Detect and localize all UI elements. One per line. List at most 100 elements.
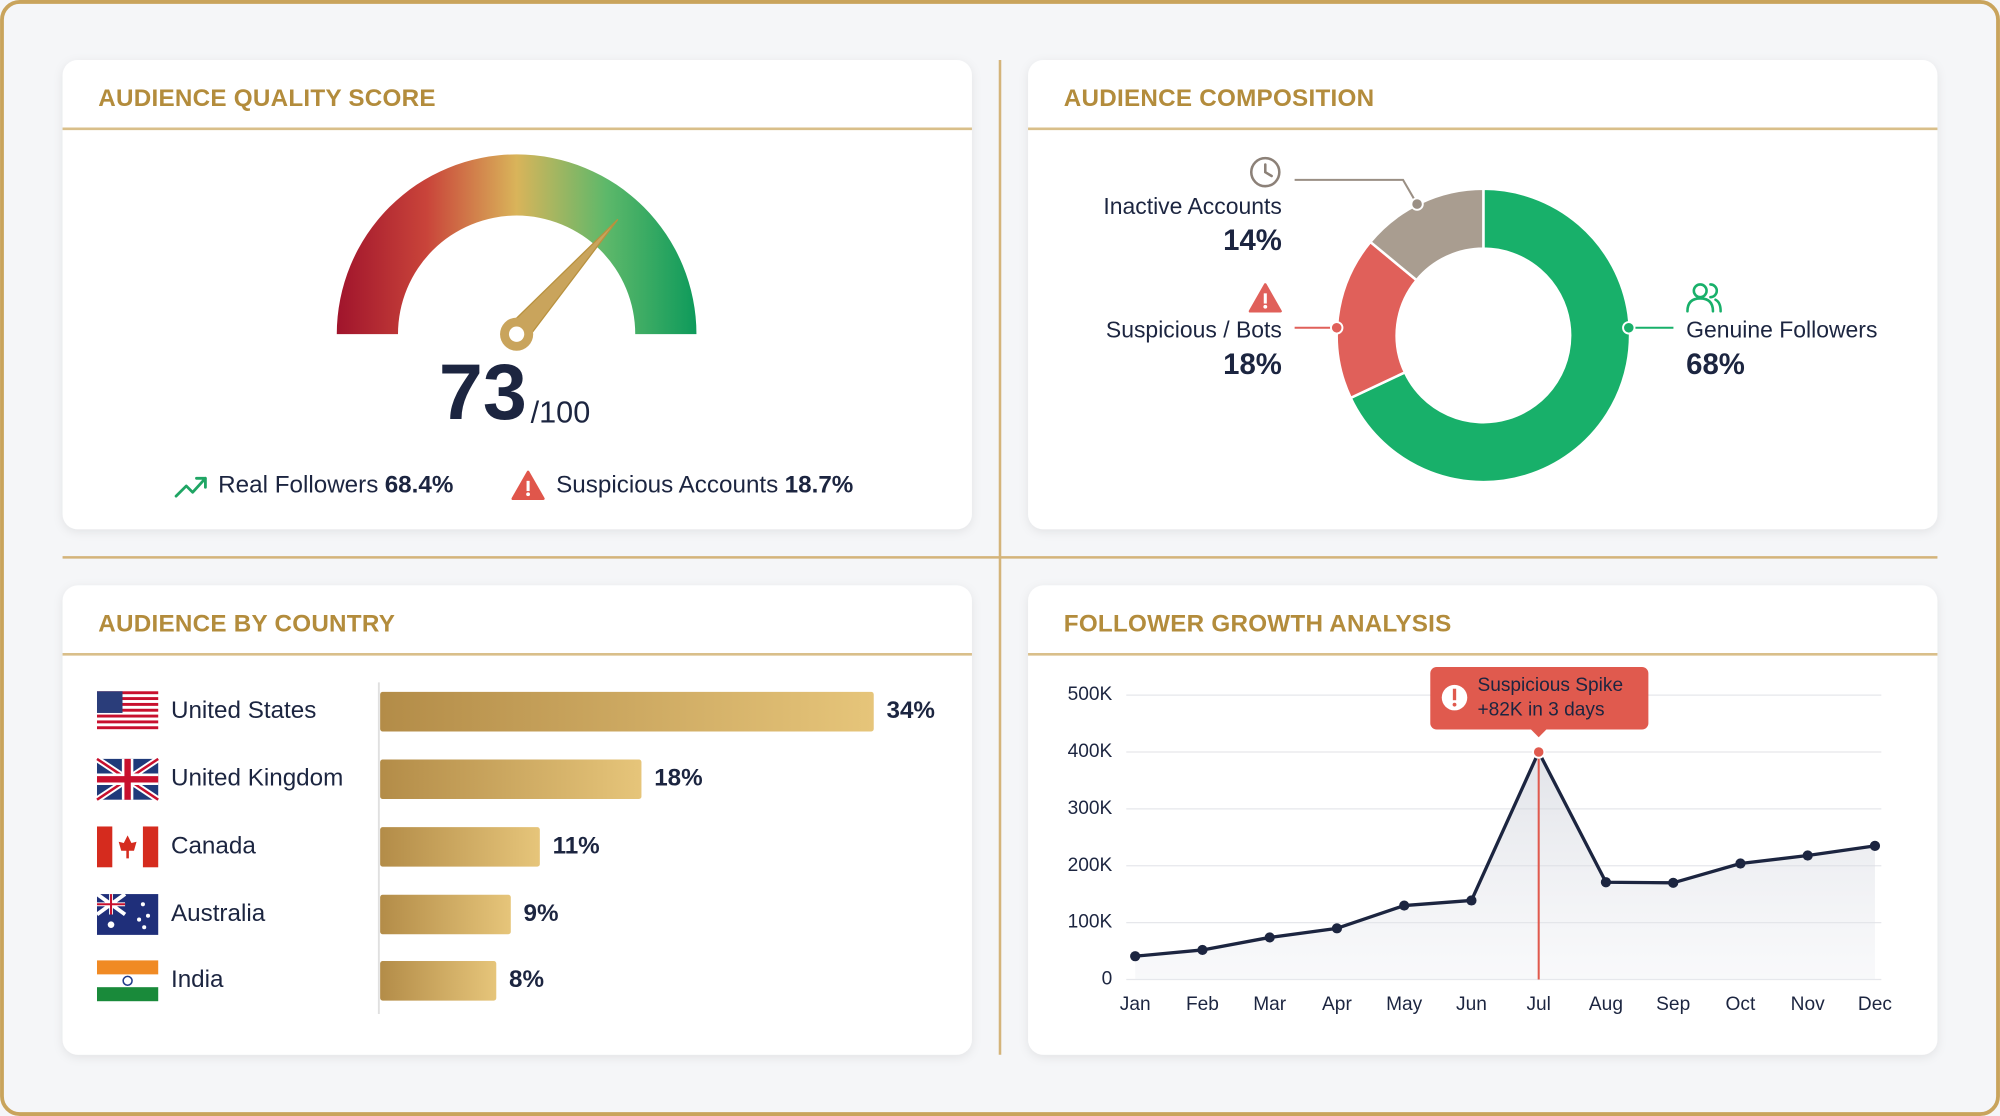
donut-segment bbox=[1348, 187, 1632, 484]
bar-value: 8% bbox=[509, 966, 544, 993]
bar-value: 18% bbox=[654, 765, 702, 792]
annotation-text: +82K in 3 days bbox=[1477, 699, 1604, 720]
flag bbox=[96, 758, 159, 800]
x-tick-label: Oct bbox=[1726, 994, 1756, 1015]
flag bbox=[140, 902, 145, 907]
bar-value: 34% bbox=[886, 697, 934, 724]
bar bbox=[380, 961, 497, 1001]
point bbox=[1531, 745, 1546, 759]
needle-hub bbox=[508, 326, 525, 342]
y-tick-label: 0 bbox=[1102, 969, 1113, 990]
segment-label: Inactive Accounts bbox=[1103, 193, 1282, 219]
x-tick-label: Mar bbox=[1253, 994, 1287, 1015]
x-tick-label: Jun bbox=[1456, 994, 1487, 1015]
stat-label: Suspicious Accounts bbox=[556, 471, 778, 498]
clock-icon bbox=[1264, 163, 1273, 178]
annotation-box bbox=[1430, 667, 1649, 730]
flag bbox=[96, 691, 123, 713]
flag bbox=[96, 708, 159, 712]
country-label: Canada bbox=[171, 832, 256, 859]
point bbox=[1802, 850, 1813, 861]
alert-icon bbox=[1452, 702, 1457, 707]
card bbox=[1028, 585, 1938, 1055]
bar-value: 11% bbox=[553, 832, 600, 859]
stat-label: Real Followers bbox=[218, 471, 378, 498]
x-tick-label: Jul bbox=[1526, 994, 1550, 1015]
flag bbox=[142, 925, 147, 930]
bar bbox=[380, 827, 540, 867]
people-icon bbox=[1686, 283, 1722, 313]
score-value: 73 bbox=[439, 347, 527, 436]
flag bbox=[145, 913, 151, 918]
flag bbox=[96, 826, 113, 868]
trend-icon bbox=[174, 476, 207, 498]
leader-dot bbox=[1410, 197, 1424, 211]
point bbox=[1399, 900, 1410, 911]
flag bbox=[96, 987, 159, 1002]
y-tick-label: 300K bbox=[1068, 798, 1113, 819]
segment-label: Genuine Followers bbox=[1686, 317, 1877, 343]
flag bbox=[96, 974, 159, 988]
flag bbox=[96, 720, 159, 724]
alert-icon bbox=[1452, 688, 1457, 701]
annotation-pointer bbox=[1529, 728, 1548, 738]
annotation-title: Suspicious Spike bbox=[1477, 675, 1623, 696]
bar bbox=[380, 691, 874, 732]
point bbox=[1869, 840, 1881, 851]
point bbox=[1197, 944, 1208, 956]
flag bbox=[122, 975, 133, 987]
area-fill bbox=[1135, 751, 1875, 980]
x-tick-label: Feb bbox=[1186, 994, 1219, 1015]
y-tick-label: 500K bbox=[1068, 684, 1113, 705]
bar bbox=[380, 759, 642, 800]
x-tick-label: May bbox=[1386, 994, 1423, 1015]
gauge-arc bbox=[336, 154, 697, 335]
card-title: AUDIENCE COMPOSITION bbox=[1064, 85, 1375, 112]
flag bbox=[96, 702, 159, 706]
country-label: India bbox=[171, 966, 224, 993]
flag bbox=[96, 960, 159, 975]
flag bbox=[137, 917, 142, 922]
y-tick-label: 100K bbox=[1068, 912, 1113, 933]
card-title: AUDIENCE QUALITY SCORE bbox=[98, 85, 436, 112]
flag bbox=[107, 921, 115, 929]
card-title: AUDIENCE BY COUNTRY bbox=[98, 610, 395, 637]
flag bbox=[96, 894, 126, 915]
point bbox=[1466, 895, 1477, 906]
segment-value: 68% bbox=[1686, 348, 1745, 381]
stat-value: 68.4% bbox=[385, 471, 454, 498]
flag bbox=[142, 826, 159, 868]
country-label: United States bbox=[171, 697, 316, 724]
point bbox=[1600, 877, 1612, 888]
x-tick-label: Jan bbox=[1120, 994, 1151, 1015]
leader-dot bbox=[1622, 321, 1636, 335]
flag bbox=[96, 697, 159, 701]
point bbox=[1130, 951, 1141, 962]
x-tick-label: Aug bbox=[1589, 994, 1623, 1015]
bar-value: 9% bbox=[524, 900, 559, 927]
point bbox=[1264, 932, 1275, 943]
segment-label: Suspicious / Bots bbox=[1106, 317, 1282, 343]
warning-icon bbox=[1263, 304, 1268, 309]
flag bbox=[96, 726, 159, 730]
leader-line bbox=[1294, 178, 1418, 205]
country-label: United Kingdom bbox=[171, 765, 343, 792]
series-line bbox=[1135, 750, 1876, 958]
y-tick-label: 400K bbox=[1068, 741, 1113, 762]
point bbox=[1331, 923, 1343, 934]
x-tick-label: Apr bbox=[1322, 994, 1352, 1015]
y-tick-label: 200K bbox=[1068, 855, 1113, 876]
card-title: FOLLOWER GROWTH ANALYSIS bbox=[1064, 610, 1452, 637]
donut-segment bbox=[1368, 187, 1485, 282]
point bbox=[1668, 877, 1679, 888]
warning-icon bbox=[526, 492, 531, 497]
warning-icon bbox=[526, 480, 530, 492]
leader-dot bbox=[1330, 321, 1344, 335]
x-tick-label: Sep bbox=[1656, 994, 1690, 1015]
x-tick-label: Nov bbox=[1791, 994, 1825, 1015]
warning-icon bbox=[1263, 293, 1267, 304]
bar bbox=[380, 894, 511, 935]
flag bbox=[96, 714, 159, 718]
